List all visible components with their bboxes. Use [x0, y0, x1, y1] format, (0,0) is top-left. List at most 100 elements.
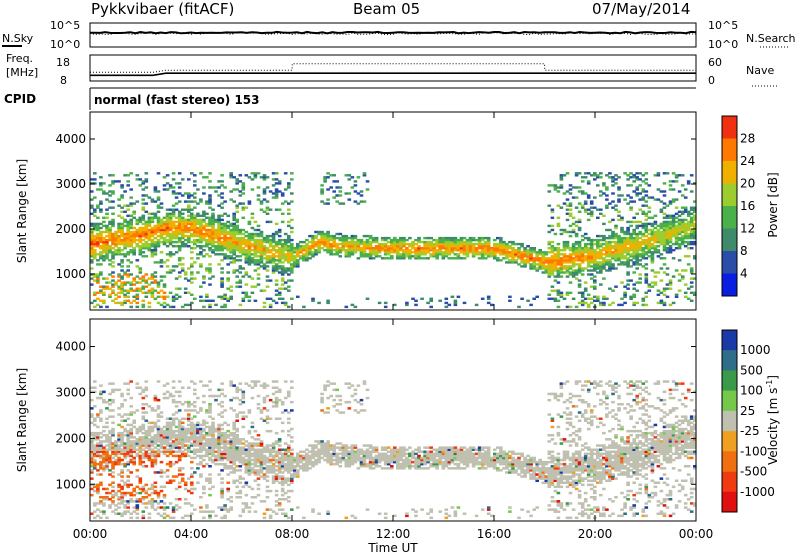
power-cell	[414, 253, 418, 256]
velocity-cell	[90, 390, 94, 394]
velocity-cell	[141, 454, 146, 458]
power-cell	[371, 240, 376, 244]
power-cell	[429, 245, 433, 248]
power-cell	[499, 242, 503, 246]
power-cell	[129, 226, 133, 230]
power-cell	[123, 234, 127, 238]
power-cell	[311, 251, 315, 254]
power-cell	[617, 249, 621, 252]
velocity-cell	[108, 444, 112, 447]
power-cell	[253, 269, 258, 272]
power-cell	[417, 253, 421, 256]
power-cell	[93, 196, 97, 199]
power-cell	[644, 214, 649, 217]
power-cell	[302, 249, 306, 252]
power-cell	[635, 242, 639, 246]
power-cell	[541, 261, 546, 264]
power-cell	[350, 249, 355, 252]
power-cell	[620, 226, 624, 230]
velocity-cell	[171, 417, 176, 420]
velocity-cell	[123, 454, 127, 458]
power-cell	[359, 242, 364, 246]
velocity-cell	[199, 510, 203, 513]
power-cell	[665, 220, 670, 224]
velocity-cell	[162, 384, 167, 387]
velocity-cell	[99, 396, 103, 400]
velocity-cell	[220, 454, 224, 458]
power-cell	[447, 257, 452, 260]
power-cell	[456, 238, 461, 242]
velocity-cell	[217, 388, 221, 392]
power-cell	[408, 251, 412, 254]
velocity-cell	[159, 489, 164, 493]
power-cell	[586, 182, 591, 185]
power-cell	[414, 251, 418, 254]
power-cell	[632, 249, 636, 252]
velocity-cell	[208, 380, 212, 383]
power-cell	[329, 253, 333, 256]
velocity-cell	[220, 431, 224, 435]
velocity-cell	[102, 450, 106, 453]
power-cell	[208, 249, 212, 252]
power-cell	[620, 228, 624, 232]
velocity-cell	[141, 440, 146, 443]
velocity-cell	[217, 403, 221, 406]
velocity-cell	[105, 456, 109, 460]
velocity-cell	[96, 491, 100, 495]
velocity-cell	[199, 427, 203, 431]
power-cell	[496, 249, 500, 252]
power-cell	[471, 251, 476, 254]
power-cell	[359, 240, 364, 244]
power-cell	[505, 247, 509, 250]
velocity-cell	[193, 442, 197, 445]
velocity-cell	[205, 434, 209, 437]
power-cell	[538, 261, 542, 264]
power-cell	[638, 277, 642, 280]
velocity-cell	[190, 380, 194, 383]
power-cell	[132, 232, 136, 236]
power-cell	[562, 253, 567, 256]
power-cell	[632, 216, 636, 219]
power-cell	[486, 238, 491, 242]
power-cell	[693, 277, 697, 280]
power-cell	[165, 182, 170, 185]
velocity-cell	[132, 458, 136, 462]
velocity-cell	[126, 448, 130, 451]
power-cell	[350, 247, 355, 250]
power-cell	[665, 228, 670, 232]
power-cell	[287, 257, 291, 260]
power-cell	[644, 230, 649, 234]
power-cell	[162, 222, 167, 226]
power-cell	[456, 249, 461, 252]
velocity-cell	[117, 388, 121, 392]
power-cell	[202, 226, 206, 230]
velocity-cell	[120, 425, 124, 429]
velocity-cell	[159, 471, 164, 474]
power-cell	[141, 279, 146, 282]
velocity-cell	[150, 462, 155, 466]
velocity-cell	[117, 460, 121, 464]
velocity-cell	[120, 403, 124, 406]
velocity-cell	[190, 434, 194, 437]
power-cell	[486, 242, 491, 246]
velocity-cell	[211, 444, 215, 447]
velocity-cell	[138, 444, 143, 447]
power-cell	[583, 208, 588, 211]
power-cell	[205, 299, 209, 302]
power-cell	[605, 204, 609, 207]
power-cell	[650, 196, 655, 199]
velocity-cell	[135, 444, 140, 447]
power-cell	[465, 245, 470, 248]
power-cell	[659, 226, 664, 230]
power-cell	[90, 236, 94, 240]
power-cell	[362, 234, 367, 238]
power-cell	[402, 253, 406, 256]
velocity-cell	[211, 485, 215, 489]
power-cell	[586, 303, 591, 307]
velocity-cell	[105, 417, 109, 420]
velocity-cell	[138, 448, 143, 451]
velocity-cell	[126, 475, 130, 478]
power-cell	[256, 261, 261, 264]
power-cell	[238, 265, 243, 268]
power-cell	[426, 242, 430, 246]
